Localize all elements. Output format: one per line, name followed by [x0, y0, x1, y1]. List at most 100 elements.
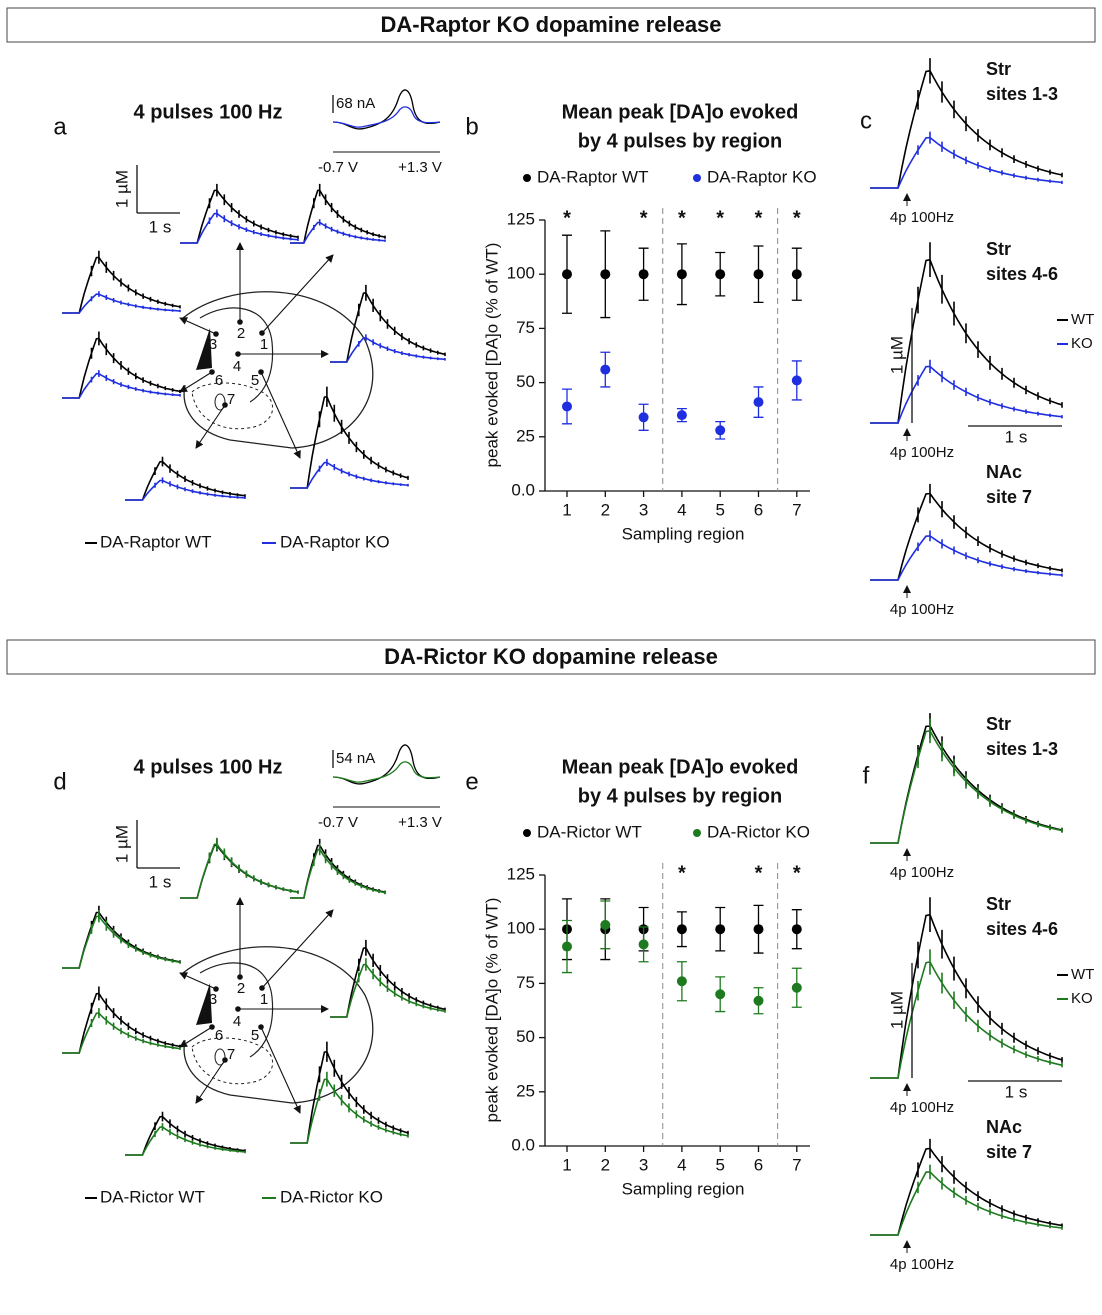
- brain-outline: [182, 946, 374, 1104]
- panel-label: e: [465, 768, 478, 795]
- wt-trace: [330, 939, 446, 1018]
- ko-trace: [290, 219, 386, 244]
- site-label: 1: [260, 336, 268, 353]
- significance-star: *: [755, 207, 763, 229]
- stimulus-label: 4p 100Hz: [890, 209, 954, 226]
- significance-star: *: [755, 862, 763, 884]
- ko-trace: [62, 1008, 181, 1054]
- legend-label: DA-Raptor WT: [537, 167, 648, 186]
- data-point: [715, 989, 726, 1000]
- legend-label: KO: [1071, 990, 1093, 1007]
- data-point: [753, 269, 764, 280]
- data-point: [562, 401, 572, 412]
- y-tick-label: 0.0: [511, 1135, 535, 1154]
- site-label: 6: [215, 372, 223, 389]
- data-point: [638, 269, 649, 280]
- data-point: [791, 982, 802, 993]
- wt-trace: [330, 284, 446, 363]
- y-tick-label: 75: [516, 973, 535, 992]
- wt-trace: [290, 1041, 409, 1144]
- legend-label: DA-Rictor KO: [707, 822, 810, 841]
- panel-label: c: [860, 107, 872, 134]
- region-name: NAc: [986, 1117, 1022, 1137]
- ko-trace: [290, 1071, 409, 1144]
- y-tick-label: 25: [516, 1081, 535, 1100]
- legend-marker: [523, 829, 531, 837]
- site-arrow: [195, 1059, 226, 1104]
- site-label: 3: [209, 336, 217, 353]
- data-point: [791, 375, 802, 386]
- scale-label: 1 µM: [112, 825, 131, 863]
- scale-label: 1 µM: [887, 336, 906, 374]
- panel-label: f: [863, 762, 870, 789]
- significance-star: *: [793, 207, 801, 229]
- y-tick-label: 25: [516, 426, 535, 445]
- ko-trace: [870, 530, 1063, 581]
- data-point: [638, 939, 649, 950]
- wt-trace: [125, 1111, 246, 1156]
- legend-label: DA-Raptor KO: [707, 167, 817, 186]
- cv-current: 54 nA: [336, 750, 375, 767]
- stimulus-label: 4p 100Hz: [890, 444, 954, 461]
- section-header-box: [6, 7, 1096, 43]
- section-title: DA-Raptor KO dopamine release: [380, 12, 721, 37]
- chart-title: by 4 pulses by region: [578, 785, 783, 807]
- commissure: [214, 1048, 226, 1066]
- scale-label: 1 s: [149, 217, 172, 236]
- data-point: [753, 924, 764, 935]
- y-tick-label: 100: [507, 919, 535, 938]
- panel-label: d: [53, 768, 66, 795]
- data-point: [562, 941, 572, 952]
- data-point: [676, 269, 687, 280]
- wt-trace: [870, 897, 1063, 1079]
- y-tick-label: 50: [516, 1027, 535, 1046]
- legend-marker: [523, 174, 531, 182]
- ventricle: [196, 328, 212, 370]
- significance-star: *: [716, 207, 724, 229]
- cv-curve: [332, 761, 441, 783]
- y-tick-label: 50: [516, 372, 535, 391]
- stimulus-label: 4p 100Hz: [890, 601, 954, 618]
- chart-title: Mean peak [DA]o evoked: [562, 756, 799, 778]
- data-point: [676, 976, 687, 987]
- site-arrow: [179, 371, 213, 393]
- cv-curve: [332, 89, 441, 130]
- stimulus-label: 4p 100Hz: [890, 864, 954, 881]
- significance-star: *: [640, 207, 648, 229]
- y-tick-label: 100: [507, 264, 535, 283]
- wt-trace: [870, 1138, 1063, 1236]
- site-arrow: [179, 1026, 213, 1048]
- x-tick-label: 7: [792, 1155, 801, 1174]
- region-sites: sites 4-6: [986, 264, 1058, 284]
- site-label: 7: [227, 1046, 235, 1063]
- data-point: [600, 269, 611, 280]
- wt-trace: [870, 58, 1063, 189]
- y-axis-label: peak evoked [DA]o (% of WT): [482, 898, 501, 1123]
- data-point: [753, 995, 764, 1006]
- x-tick-label: 3: [639, 500, 648, 519]
- x-tick-label: 5: [715, 1155, 724, 1174]
- wt-trace: [180, 183, 299, 244]
- site-arrow: [261, 909, 334, 989]
- scale-label: 1 µM: [887, 991, 906, 1029]
- scale-label: 1 s: [1005, 427, 1028, 446]
- wt-trace: [62, 986, 181, 1054]
- site-arrow: [179, 972, 217, 990]
- legend-label: WT: [1071, 966, 1094, 983]
- legend-label: DA-Rictor WT: [100, 1187, 205, 1206]
- data-point: [715, 924, 726, 935]
- section-title: DA-Rictor KO dopamine release: [384, 644, 718, 669]
- wt-trace: [870, 483, 1063, 581]
- site-arrow: [195, 404, 226, 449]
- wt-trace: [290, 386, 409, 489]
- site-label: 6: [215, 1027, 223, 1044]
- chart-title: by 4 pulses by region: [578, 130, 783, 152]
- region-sites: site 7: [986, 1142, 1032, 1162]
- site-label: 5: [251, 1027, 259, 1044]
- wt-trace: [870, 242, 1063, 424]
- ko-trace: [870, 359, 1063, 424]
- site-label: 7: [227, 391, 235, 408]
- wt-trace: [290, 183, 386, 244]
- site-arrow: [261, 254, 334, 334]
- stimulus-label: 4p 100Hz: [890, 1099, 954, 1116]
